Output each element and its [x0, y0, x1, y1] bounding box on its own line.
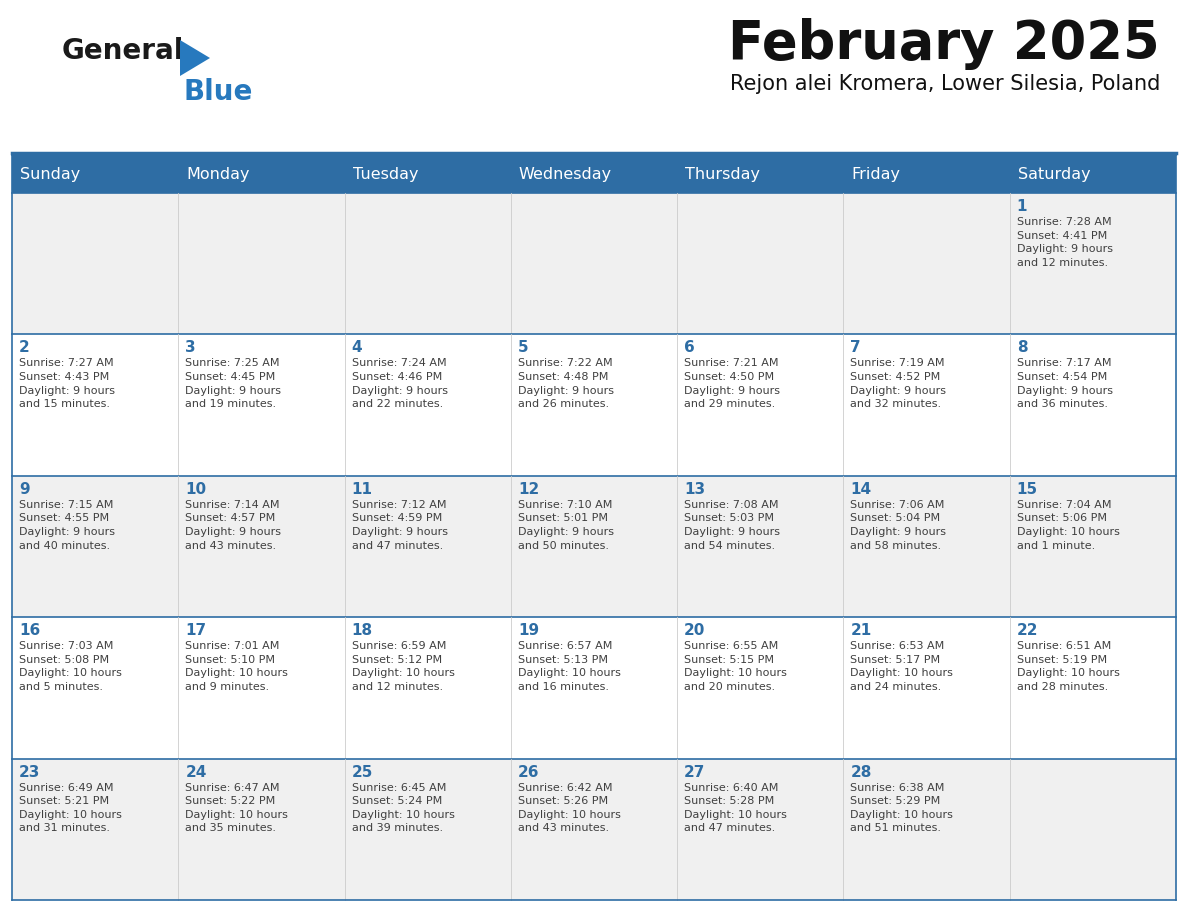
Text: Sunrise: 7:15 AM
Sunset: 4:55 PM
Daylight: 9 hours
and 40 minutes.: Sunrise: 7:15 AM Sunset: 4:55 PM Dayligh…	[19, 499, 115, 551]
Text: Sunrise: 6:40 AM
Sunset: 5:28 PM
Daylight: 10 hours
and 47 minutes.: Sunrise: 6:40 AM Sunset: 5:28 PM Dayligh…	[684, 783, 786, 834]
Text: 28: 28	[851, 765, 872, 779]
Text: 6: 6	[684, 341, 695, 355]
Text: Wednesday: Wednesday	[519, 166, 612, 182]
Text: 20: 20	[684, 623, 706, 638]
Text: 17: 17	[185, 623, 207, 638]
Text: Sunrise: 6:53 AM
Sunset: 5:17 PM
Daylight: 10 hours
and 24 minutes.: Sunrise: 6:53 AM Sunset: 5:17 PM Dayligh…	[851, 641, 953, 692]
Text: Friday: Friday	[852, 166, 901, 182]
Text: Sunrise: 6:57 AM
Sunset: 5:13 PM
Daylight: 10 hours
and 16 minutes.: Sunrise: 6:57 AM Sunset: 5:13 PM Dayligh…	[518, 641, 621, 692]
Text: 1: 1	[1017, 199, 1028, 214]
Bar	[12, 155, 1176, 193]
Text: 21: 21	[851, 623, 872, 638]
Text: 7: 7	[851, 341, 861, 355]
Text: Sunrise: 6:42 AM
Sunset: 5:26 PM
Daylight: 10 hours
and 43 minutes.: Sunrise: 6:42 AM Sunset: 5:26 PM Dayligh…	[518, 783, 621, 834]
Text: 18: 18	[352, 623, 373, 638]
Text: Sunrise: 6:45 AM
Sunset: 5:24 PM
Daylight: 10 hours
and 39 minutes.: Sunrise: 6:45 AM Sunset: 5:24 PM Dayligh…	[352, 783, 455, 834]
Bar	[12, 334, 1176, 476]
Text: General: General	[62, 37, 184, 65]
Text: 25: 25	[352, 765, 373, 779]
Bar	[12, 193, 1176, 334]
Text: Sunrise: 7:12 AM
Sunset: 4:59 PM
Daylight: 9 hours
and 47 minutes.: Sunrise: 7:12 AM Sunset: 4:59 PM Dayligh…	[352, 499, 448, 551]
Text: Sunrise: 7:03 AM
Sunset: 5:08 PM
Daylight: 10 hours
and 5 minutes.: Sunrise: 7:03 AM Sunset: 5:08 PM Dayligh…	[19, 641, 122, 692]
Text: Sunrise: 6:49 AM
Sunset: 5:21 PM
Daylight: 10 hours
and 31 minutes.: Sunrise: 6:49 AM Sunset: 5:21 PM Dayligh…	[19, 783, 122, 834]
Text: Sunrise: 7:28 AM
Sunset: 4:41 PM
Daylight: 9 hours
and 12 minutes.: Sunrise: 7:28 AM Sunset: 4:41 PM Dayligh…	[1017, 217, 1113, 268]
Text: Sunrise: 7:04 AM
Sunset: 5:06 PM
Daylight: 10 hours
and 1 minute.: Sunrise: 7:04 AM Sunset: 5:06 PM Dayligh…	[1017, 499, 1119, 551]
Text: 24: 24	[185, 765, 207, 779]
Text: 10: 10	[185, 482, 207, 497]
Text: Thursday: Thursday	[685, 166, 760, 182]
Bar	[12, 617, 1176, 758]
Bar	[12, 758, 1176, 900]
Text: Sunrise: 7:01 AM
Sunset: 5:10 PM
Daylight: 10 hours
and 9 minutes.: Sunrise: 7:01 AM Sunset: 5:10 PM Dayligh…	[185, 641, 289, 692]
Text: Sunrise: 7:24 AM
Sunset: 4:46 PM
Daylight: 9 hours
and 22 minutes.: Sunrise: 7:24 AM Sunset: 4:46 PM Dayligh…	[352, 358, 448, 409]
Polygon shape	[181, 40, 210, 76]
Text: 15: 15	[1017, 482, 1038, 497]
Text: February 2025: February 2025	[728, 18, 1159, 70]
Text: Sunrise: 7:27 AM
Sunset: 4:43 PM
Daylight: 9 hours
and 15 minutes.: Sunrise: 7:27 AM Sunset: 4:43 PM Dayligh…	[19, 358, 115, 409]
Text: 19: 19	[518, 623, 539, 638]
Text: Sunrise: 7:10 AM
Sunset: 5:01 PM
Daylight: 9 hours
and 50 minutes.: Sunrise: 7:10 AM Sunset: 5:01 PM Dayligh…	[518, 499, 614, 551]
Text: Saturday: Saturday	[1018, 166, 1091, 182]
Text: Sunrise: 6:51 AM
Sunset: 5:19 PM
Daylight: 10 hours
and 28 minutes.: Sunrise: 6:51 AM Sunset: 5:19 PM Dayligh…	[1017, 641, 1119, 692]
Text: 26: 26	[518, 765, 539, 779]
Text: 11: 11	[352, 482, 373, 497]
Text: Sunrise: 6:38 AM
Sunset: 5:29 PM
Daylight: 10 hours
and 51 minutes.: Sunrise: 6:38 AM Sunset: 5:29 PM Dayligh…	[851, 783, 953, 834]
Text: Sunrise: 7:14 AM
Sunset: 4:57 PM
Daylight: 9 hours
and 43 minutes.: Sunrise: 7:14 AM Sunset: 4:57 PM Dayligh…	[185, 499, 282, 551]
Text: 22: 22	[1017, 623, 1038, 638]
Text: Sunday: Sunday	[20, 166, 81, 182]
Text: 3: 3	[185, 341, 196, 355]
Text: Tuesday: Tuesday	[353, 166, 418, 182]
Text: 16: 16	[19, 623, 40, 638]
Text: 5: 5	[518, 341, 529, 355]
Text: 14: 14	[851, 482, 872, 497]
Text: Sunrise: 7:25 AM
Sunset: 4:45 PM
Daylight: 9 hours
and 19 minutes.: Sunrise: 7:25 AM Sunset: 4:45 PM Dayligh…	[185, 358, 282, 409]
Text: Sunrise: 7:22 AM
Sunset: 4:48 PM
Daylight: 9 hours
and 26 minutes.: Sunrise: 7:22 AM Sunset: 4:48 PM Dayligh…	[518, 358, 614, 409]
Text: 13: 13	[684, 482, 706, 497]
Text: 2: 2	[19, 341, 30, 355]
Text: Blue: Blue	[184, 78, 253, 106]
Text: Sunrise: 7:08 AM
Sunset: 5:03 PM
Daylight: 9 hours
and 54 minutes.: Sunrise: 7:08 AM Sunset: 5:03 PM Dayligh…	[684, 499, 781, 551]
Text: 12: 12	[518, 482, 539, 497]
Text: Sunrise: 6:59 AM
Sunset: 5:12 PM
Daylight: 10 hours
and 12 minutes.: Sunrise: 6:59 AM Sunset: 5:12 PM Dayligh…	[352, 641, 455, 692]
Text: 27: 27	[684, 765, 706, 779]
Text: Sunrise: 7:17 AM
Sunset: 4:54 PM
Daylight: 9 hours
and 36 minutes.: Sunrise: 7:17 AM Sunset: 4:54 PM Dayligh…	[1017, 358, 1113, 409]
Text: Sunrise: 6:47 AM
Sunset: 5:22 PM
Daylight: 10 hours
and 35 minutes.: Sunrise: 6:47 AM Sunset: 5:22 PM Dayligh…	[185, 783, 289, 834]
Text: Rejon alei Kromera, Lower Silesia, Poland: Rejon alei Kromera, Lower Silesia, Polan…	[729, 74, 1159, 94]
Text: Sunrise: 6:55 AM
Sunset: 5:15 PM
Daylight: 10 hours
and 20 minutes.: Sunrise: 6:55 AM Sunset: 5:15 PM Dayligh…	[684, 641, 786, 692]
Text: 4: 4	[352, 341, 362, 355]
Text: Sunrise: 7:21 AM
Sunset: 4:50 PM
Daylight: 9 hours
and 29 minutes.: Sunrise: 7:21 AM Sunset: 4:50 PM Dayligh…	[684, 358, 781, 409]
Text: 8: 8	[1017, 341, 1028, 355]
Text: Sunrise: 7:19 AM
Sunset: 4:52 PM
Daylight: 9 hours
and 32 minutes.: Sunrise: 7:19 AM Sunset: 4:52 PM Dayligh…	[851, 358, 947, 409]
Text: 9: 9	[19, 482, 30, 497]
Text: Monday: Monday	[187, 166, 249, 182]
Text: 23: 23	[19, 765, 40, 779]
Bar	[12, 476, 1176, 617]
Text: Sunrise: 7:06 AM
Sunset: 5:04 PM
Daylight: 9 hours
and 58 minutes.: Sunrise: 7:06 AM Sunset: 5:04 PM Dayligh…	[851, 499, 947, 551]
